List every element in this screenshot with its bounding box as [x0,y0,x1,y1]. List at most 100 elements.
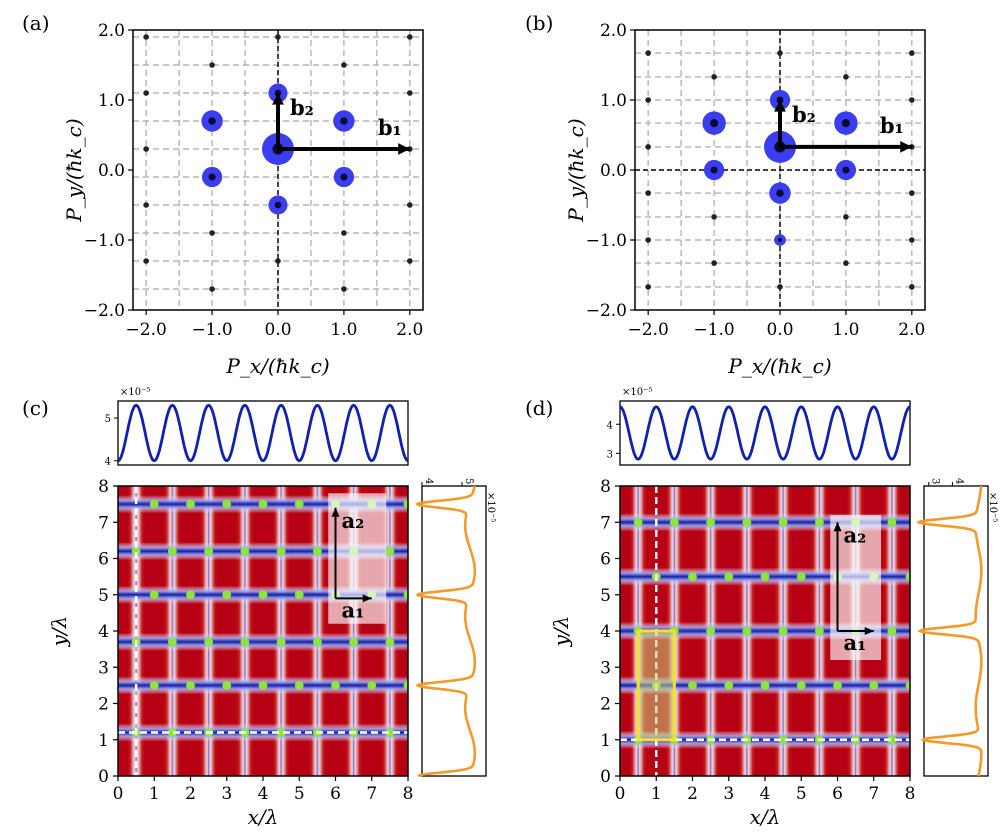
momentum-peak [275,258,281,264]
vector-label: a₁ [844,630,867,655]
lattice-site [204,546,214,556]
lattice-site [887,626,897,636]
y-tick-label: 8 [98,477,109,497]
momentum-peak [711,214,717,220]
x-tick-label: 6 [330,784,341,804]
lattice-site [167,546,177,556]
side-profile-tick-label: 3 [930,478,941,484]
side-profile-line [414,485,477,778]
momentum-peak [341,62,347,68]
y-tick-label: 8 [600,477,611,497]
lattice-site [742,517,752,527]
x-tick-label: −2.0 [628,320,669,340]
momentum-peak [645,144,651,150]
side-profile-scale: ×10⁻⁵ [485,492,496,522]
vector-label: b₂ [792,102,816,127]
y-tick-label: 6 [98,550,109,570]
vector-label: b₁ [880,113,904,138]
momentum-peak [341,286,347,292]
momentum-peak [645,97,651,103]
y-tick-label: −1.0 [586,231,627,251]
lattice-site [149,499,159,509]
top-profile-tick-label: 4 [607,420,613,431]
momentum-peak [711,260,717,266]
y-tick-label: 3 [98,658,109,678]
momentum-peak [209,286,215,292]
x-tick-label: 1 [651,784,662,804]
y-tick-label: 0.0 [600,161,627,181]
side-profile-frame [421,485,487,777]
x-tick-label: 1.0 [832,320,859,340]
momentum-peak-core [776,189,784,197]
momentum-peak [143,34,149,40]
vector-label: a₁ [342,597,365,622]
x-tick-label: 4 [258,784,269,804]
top-profile-tick-label: 4 [105,457,111,468]
x-tick-label: 1 [149,784,160,804]
lattice-site [403,680,408,690]
momentum-peak [777,284,783,290]
density-map [118,486,408,776]
lattice-site [905,572,910,582]
lattice-site [276,546,286,556]
y-axis-label: P_y/(ħk_c) [564,118,588,222]
lattice-site [706,517,716,527]
vector-arrowhead [331,507,340,517]
lattice-site [778,735,788,745]
lattice-site [688,680,697,690]
lattice-site [724,680,734,690]
momentum-peak [407,90,413,96]
y-tick-label: 1 [98,731,109,751]
lattice-site [778,517,788,527]
side-profile-tick-label: 4 [423,478,434,484]
momentum-peak [711,74,717,80]
momentum-peak [407,202,413,208]
lattice-site [905,680,910,690]
lattice-site [331,680,340,690]
lattice-site [258,499,268,509]
y-tick-label: 4 [600,622,611,642]
momentum-peak-core [208,173,216,181]
lattice-site [131,546,141,556]
lattice-site [385,637,395,647]
lattice-site [186,499,195,509]
lattice-site [869,680,879,690]
top-profile-frame [619,400,911,466]
panel-label-d: (d) [525,396,553,420]
momentum-peak [843,260,849,266]
momentum-peak [209,230,215,236]
y-tick-label: −2.0 [586,301,627,321]
y-tick-label: 1.0 [98,91,125,111]
x-tick-label: 2 [687,784,698,804]
vector-arrowhead [833,522,842,532]
lattice-site [312,546,322,556]
x-tick-label: 7 [366,784,377,804]
x-axis-label: P_x/(ħk_c) [727,354,831,378]
momentum-peak [645,284,651,290]
momentum-peak-core [842,166,850,174]
lattice-site [833,680,842,690]
lattice-site [240,637,250,647]
y-tick-label: 5 [98,586,109,606]
vector-label: b₁ [378,115,402,140]
y-axis-label: y/λ [549,616,573,648]
vector-label: a₂ [844,522,867,547]
lattice-site [222,499,232,509]
lattice-site [814,517,824,527]
momentum-peak [143,258,149,264]
momentum-peak-core [208,117,216,125]
momentum-peak [645,50,651,56]
y-tick-label: 2 [98,695,109,715]
momentum-peak-core [777,237,783,243]
lattice-site [385,546,395,556]
momentum-peak [909,97,915,103]
unit-cell [636,629,676,742]
lattice-site [887,517,897,527]
momentum-peak [407,258,413,264]
y-axis-label: y/λ [47,616,71,648]
x-tick-label: 0 [615,784,626,804]
y-tick-label: 0 [98,767,109,787]
density-band [118,632,408,651]
vector-inset [830,515,881,660]
lattice-site [706,626,716,636]
